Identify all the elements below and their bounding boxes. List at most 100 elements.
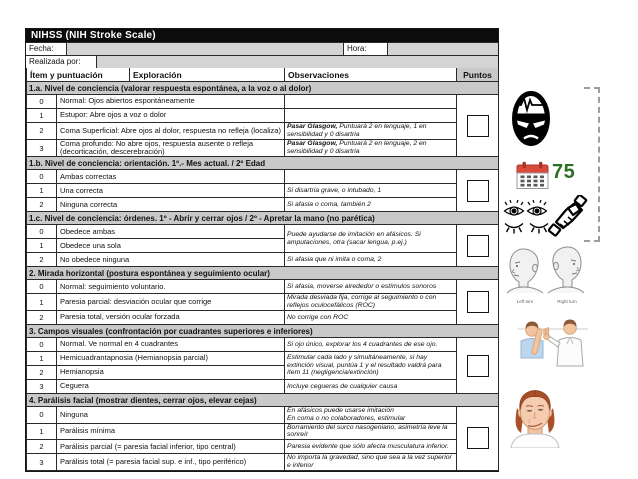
obs-cell: Borramiento del surco nasogeniano, asime…	[284, 422, 458, 441]
table-row: 0 Obedece ambas Puede ayudarse de imitac…	[26, 224, 500, 268]
head-label-left: Left turn	[516, 299, 534, 304]
score-cell: 2	[26, 252, 57, 268]
desc-cell: Normal. Ve normal en 4 cuadrantes	[55, 337, 286, 353]
obs-cell: Si afasia, moverse alrededor o estímulos…	[284, 279, 458, 295]
score-cell: 2	[26, 197, 57, 213]
table-row: 3 Ceguera Incluye cegueras de cualquier …	[26, 379, 499, 395]
table-row: 1 Estupor: Abre ojos a voz o dolor	[26, 108, 499, 123]
obs-cell: Pasar Glasgow, Puntuará 2 en lenguaje, 1…	[284, 122, 458, 140]
desc-cell: Ninguna correcta	[55, 197, 286, 213]
hora-field[interactable]	[388, 43, 498, 55]
puntos-cell	[456, 169, 500, 213]
form-title: NIHSS (NIH Stroke Scale)	[26, 29, 498, 42]
obs-cell: Mirada desviada fija, corrige al seguimi…	[284, 293, 458, 312]
fecha-label: Fecha:	[26, 43, 67, 55]
score-cell: 1	[26, 238, 57, 254]
desc-cell: Coma profundo: No abre ojos, respuesta a…	[55, 138, 286, 158]
score-cell: 1	[26, 108, 57, 123]
desc-cell: Normal: seguimiento voluntario.	[55, 279, 286, 295]
score-cell: 0	[26, 94, 57, 109]
score-cell: 1	[26, 183, 57, 199]
puntos-cell	[456, 224, 500, 268]
fecha-field[interactable]	[67, 43, 344, 55]
score-cell: 2	[26, 439, 57, 455]
table-row: 0 Normal: Ojos abiertos espontáneamente	[26, 93, 500, 158]
desc-cell: Obedece ambas	[55, 224, 286, 240]
dashed-group-border	[584, 87, 600, 242]
score-cell: 1	[26, 293, 57, 312]
table-row: 3 Parálisis total (= paresia facial sup.…	[26, 453, 499, 471]
score-box-1b[interactable]	[466, 179, 489, 202]
score-box-4[interactable]	[466, 427, 489, 450]
section-header-3: 3. Campos visuales (confrontación por cu…	[25, 324, 500, 339]
desc-cell: Paresia parcial: desviación ocular que c…	[55, 293, 286, 312]
puntos-cell	[456, 279, 500, 326]
performed-by-row: Realizada por:	[26, 55, 498, 68]
nihss-table: Ítem y puntuación Exploración Observacio…	[25, 67, 500, 471]
table-row: 2 Parálisis parcial (= paresia facial in…	[26, 439, 499, 455]
desc-cell: Paresia total, versión ocular forzada	[55, 310, 286, 326]
obs-cell	[284, 169, 458, 185]
obs-cell: Si afasia o coma, también 2	[284, 197, 458, 213]
score-box-2[interactable]	[466, 291, 489, 314]
obs-cell: Puede ayudarse de imitación en afásicos.…	[284, 224, 458, 254]
coma-face-icon	[512, 91, 550, 146]
obs-cell: Pasar Glasgow, Puntuará 2 en lenguaje, 2…	[284, 138, 458, 158]
score-box-3[interactable]	[466, 354, 489, 377]
obs-cell	[284, 94, 458, 109]
col-header-puntos: Puntos	[456, 67, 500, 82]
score-cell: 0	[26, 337, 57, 353]
score-cell: 3	[26, 379, 57, 395]
obs-cell: Incluye cegueras de cualquier causa	[284, 379, 458, 395]
realizada-field[interactable]	[97, 56, 498, 68]
score-cell: 1	[26, 351, 57, 367]
obs-cell: No importa la gravedad, sino que sea a l…	[284, 453, 458, 471]
obs-cell: Si ojo único, explorar los 4 cuadrantes …	[284, 337, 458, 353]
calendar-icon	[516, 161, 549, 189]
table-row: 0 Ninguna En afásicos puede usarse imita…	[26, 406, 500, 471]
desc-cell: Coma Superficial: Abre ojos al dolor, re…	[55, 122, 286, 140]
date-time-row: Fecha: Hora:	[26, 42, 498, 55]
score-cell: 0	[26, 224, 57, 240]
desc-cell: Normal: Ojos abiertos espontáneamente	[55, 94, 286, 109]
obs-cell: Si afasia que ni imita o coma, 2	[284, 252, 458, 268]
desc-cell: Ambas correctas	[55, 169, 286, 185]
hora-label: Hora:	[344, 43, 388, 55]
desc-cell: Hemicuadrantapnosia (Hemianopsia parcial…	[55, 351, 286, 367]
score-cell: 3	[26, 453, 57, 471]
column-header-row: Ítem y puntuación Exploración Observacio…	[25, 67, 500, 82]
section-header-1a: 1.a. Nivel de conciencia (valorar respue…	[25, 81, 500, 95]
table-row: 0 Ambas correctas	[26, 169, 500, 213]
obs-cell: Estimular cada lado y simultáneamente, s…	[284, 351, 458, 381]
open-eyes-icon	[503, 199, 547, 216]
score-cell: 2	[26, 365, 57, 381]
puntos-cell	[456, 337, 500, 395]
age-value: 75	[552, 161, 576, 183]
section-header-1c: 1.c. Nivel de conciencia: órdenes. 1º - …	[25, 211, 500, 226]
section-header-1b: 1.b. Nivel de conciencia: orientación. 1…	[25, 156, 500, 171]
closed-eyes-icon	[504, 222, 549, 234]
table-row: 2 Paresia total, versión ocular forzada …	[26, 310, 499, 326]
score-cell: 2	[26, 122, 57, 140]
table-row: 1 Parálisis mínima Borramiento del surco…	[26, 422, 499, 441]
head-turn-left-image: Left turn	[506, 247, 544, 304]
score-cell: 0	[26, 406, 57, 424]
score-box-1a[interactable]	[466, 114, 489, 137]
score-box-1c[interactable]	[466, 234, 489, 257]
section-header-4: 4. Parálisis facial (mostrar dientes, ce…	[25, 393, 500, 408]
score-cell: 2	[26, 310, 57, 326]
obs-cell: En afásicos puede usarse imitación En com…	[284, 406, 458, 424]
obs-cell: No corrige con ROC	[284, 310, 458, 326]
score-cell: 1	[26, 422, 57, 441]
table-row: 3 Coma profundo: No abre ojos, respuesta…	[26, 138, 499, 158]
desc-cell: Parálisis total (= paresia facial sup. e…	[55, 453, 286, 471]
desc-cell: Estupor: Abre ojos a voz o dolor	[55, 108, 286, 123]
obs-cell	[284, 108, 458, 123]
table-row: 2 Ninguna correcta Si afasia o coma, tam…	[26, 197, 499, 213]
desc-cell: Parálisis parcial (= paresia facial infe…	[55, 439, 286, 455]
table-row: 1 Hemicuadrantapnosia (Hemianopsia parci…	[26, 351, 499, 381]
puntos-cell	[456, 406, 500, 471]
desc-cell: Ninguna	[55, 406, 286, 424]
puntos-cell	[456, 93, 500, 158]
